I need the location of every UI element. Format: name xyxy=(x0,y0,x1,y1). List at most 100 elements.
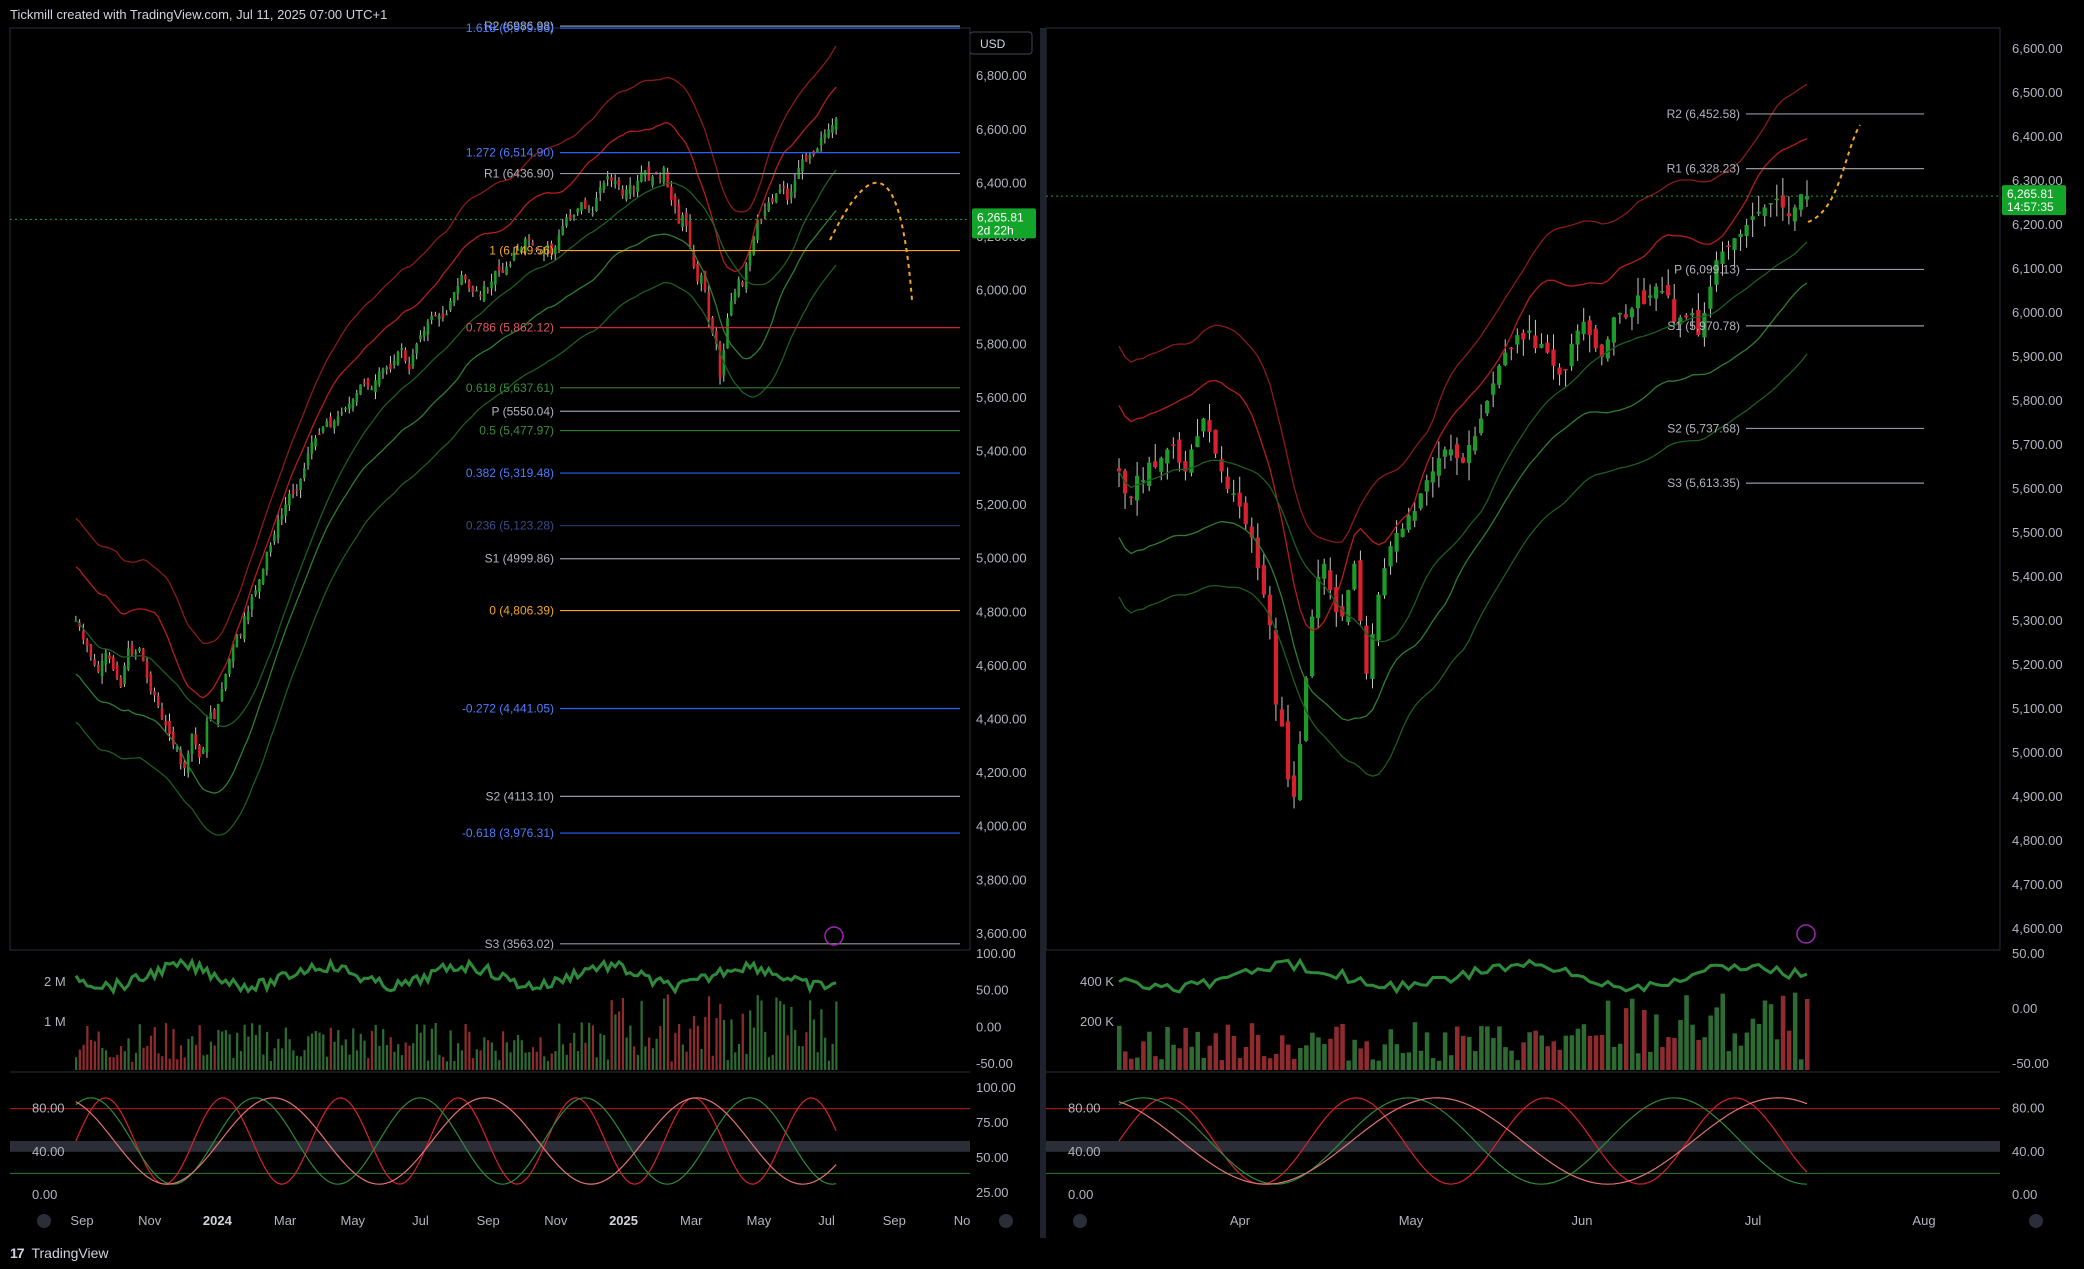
candle-body xyxy=(808,155,812,159)
volume-bar xyxy=(1623,1008,1629,1070)
volume-bar xyxy=(812,1019,816,1070)
candle-body xyxy=(1714,260,1719,285)
candle-body xyxy=(280,515,284,520)
candle-body xyxy=(497,266,501,271)
stoch-line xyxy=(1118,1097,1808,1185)
volume-bar xyxy=(1159,1059,1164,1070)
volume-bar xyxy=(1207,1045,1213,1070)
volume-bar xyxy=(101,1047,104,1070)
volume-bar xyxy=(516,1034,520,1070)
volume-bar xyxy=(1527,1032,1532,1070)
volume-bar xyxy=(191,1036,194,1070)
candle-body xyxy=(449,300,452,311)
candle-body xyxy=(201,748,205,754)
candle-body xyxy=(190,733,194,754)
zoom-reset-icon[interactable] xyxy=(1073,1214,1087,1228)
candle-body xyxy=(531,242,535,246)
candle-body xyxy=(759,219,763,221)
candle-body xyxy=(130,644,134,655)
tradingview-logo-icon: 17 xyxy=(10,1245,25,1261)
time-tick-label: Jun xyxy=(1572,1213,1593,1228)
stoch-tick-label: 40.00 xyxy=(32,1144,65,1159)
candle-body xyxy=(276,519,280,539)
volume-bar xyxy=(157,1053,160,1070)
candle-body xyxy=(516,249,520,251)
volume-bar xyxy=(662,998,666,1070)
candle-body xyxy=(1768,203,1773,205)
level-label: -0.618 (3,976.31) xyxy=(462,826,554,840)
candle-body xyxy=(1430,471,1435,483)
auto-scale-icon[interactable] xyxy=(2029,1214,2043,1228)
candle-body xyxy=(1666,284,1671,296)
volume-bar xyxy=(1750,1018,1756,1070)
candle-body xyxy=(763,210,767,217)
volume-bar xyxy=(415,1024,419,1070)
auto-scale-icon[interactable] xyxy=(999,1214,1013,1228)
candle-body xyxy=(100,661,104,677)
volume-bar xyxy=(745,1053,748,1070)
volume-bar xyxy=(760,1000,763,1070)
volume-bar xyxy=(1642,1010,1647,1070)
candle-body xyxy=(1177,439,1182,463)
candle-body xyxy=(183,761,186,769)
candle-body xyxy=(119,677,123,687)
volume-bar xyxy=(734,1052,737,1070)
price-tick-label: 4,800.00 xyxy=(2012,833,2063,848)
forecast-arrow-icon xyxy=(1807,124,1861,223)
candle-body xyxy=(1201,418,1206,432)
volume-bar xyxy=(1756,1023,1762,1070)
volume-bar xyxy=(337,1030,340,1070)
volume-bar xyxy=(1346,1060,1351,1070)
candle-body xyxy=(1756,211,1761,214)
candle-body xyxy=(239,634,242,636)
candle-body xyxy=(1804,196,1810,200)
volume-bar xyxy=(1147,1031,1152,1070)
candle-body xyxy=(385,367,389,370)
volume-bar xyxy=(434,1023,437,1070)
volume-bar xyxy=(1183,1027,1188,1070)
candle-body xyxy=(1406,515,1411,530)
volume-bar xyxy=(756,995,759,1070)
candle-body xyxy=(1726,245,1731,248)
volume-bar xyxy=(1726,1051,1732,1070)
volume-bar xyxy=(835,1001,838,1070)
candles xyxy=(74,116,838,778)
volume-bar xyxy=(307,1036,310,1070)
volume-bar xyxy=(322,1034,325,1070)
candle-body xyxy=(1684,315,1689,318)
volume-bar xyxy=(565,1054,568,1070)
zoom-reset-icon[interactable] xyxy=(37,1214,51,1228)
volume-bar xyxy=(498,1060,501,1070)
volume-bar xyxy=(348,1054,351,1070)
volume-bar xyxy=(1358,1048,1363,1070)
level-label: 1 (6,149.56) xyxy=(489,244,554,258)
volume-bar xyxy=(827,1060,831,1070)
indicator-band-line xyxy=(75,264,837,836)
candle-body xyxy=(1672,299,1677,322)
price-tick-label: 5,700.00 xyxy=(2012,437,2063,452)
stoch-line xyxy=(75,1097,837,1185)
volume-bar xyxy=(543,1056,546,1070)
volume-oscillator-line xyxy=(74,957,837,996)
stoch-line xyxy=(75,1097,837,1185)
stoch-tick-label: 80.00 xyxy=(1068,1101,1101,1116)
volume-bar xyxy=(1678,1020,1683,1070)
candle-body xyxy=(1207,420,1212,432)
candle-body xyxy=(1491,383,1496,395)
volume-bar xyxy=(1267,1058,1273,1070)
indicator-band-line xyxy=(1118,282,1808,722)
volume-bar xyxy=(131,1061,134,1070)
volume-bar xyxy=(1515,1060,1520,1070)
tradingview-brand[interactable]: 17 TradingView xyxy=(10,1245,109,1261)
price-tick-label: 3,600.00 xyxy=(976,926,1027,941)
candle-body xyxy=(651,176,654,186)
volume-bar xyxy=(606,1059,610,1070)
volume-bar xyxy=(636,1054,640,1070)
candle-body xyxy=(673,195,677,207)
time-tick-label: Mar xyxy=(274,1213,297,1228)
candle-body xyxy=(1617,313,1623,315)
stoch-right-tick-label: 80.00 xyxy=(2012,1101,2045,1116)
volume-osc-tick-label: 50.00 xyxy=(976,983,1009,998)
volume-bar xyxy=(449,1030,452,1070)
